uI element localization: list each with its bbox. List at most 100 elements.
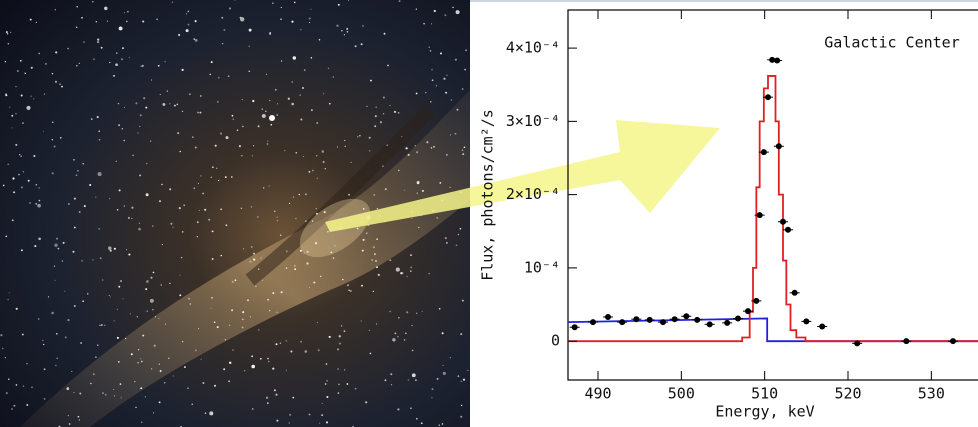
star (321, 414, 323, 416)
star (31, 386, 33, 388)
star (153, 412, 154, 413)
star (251, 365, 255, 369)
star (54, 265, 55, 266)
star (97, 39, 99, 41)
star (258, 125, 260, 127)
star (294, 265, 296, 267)
star (366, 232, 368, 234)
star (52, 172, 54, 174)
star (223, 368, 225, 370)
star (117, 337, 119, 339)
star (280, 19, 281, 20)
star (309, 287, 310, 288)
star (80, 342, 82, 344)
star (71, 371, 72, 372)
star (55, 280, 56, 281)
star (299, 94, 301, 96)
star (346, 28, 348, 30)
star (272, 2, 274, 4)
star (311, 109, 313, 111)
star (195, 39, 198, 42)
star (96, 21, 97, 22)
star (137, 132, 138, 133)
star (44, 94, 45, 95)
star (450, 134, 451, 135)
star (253, 253, 255, 255)
star (446, 75, 447, 76)
star (38, 53, 40, 55)
star (121, 58, 123, 60)
star (232, 115, 234, 117)
star (33, 98, 34, 99)
star (0, 334, 2, 336)
y-tick-label: 4×10⁻⁴ (506, 39, 560, 57)
star (336, 25, 338, 27)
star (316, 208, 317, 209)
star (137, 362, 138, 363)
star (195, 20, 197, 22)
star (305, 193, 307, 195)
star (128, 253, 130, 255)
star (326, 380, 328, 382)
star (52, 122, 53, 123)
star (183, 204, 185, 206)
star (231, 176, 233, 178)
star (323, 93, 324, 94)
star (131, 353, 133, 355)
star (6, 392, 8, 394)
star (73, 392, 74, 393)
star (131, 207, 133, 209)
star (303, 156, 304, 157)
star (317, 322, 318, 323)
star (16, 308, 18, 310)
data-point (735, 315, 741, 321)
star (204, 209, 206, 211)
star (225, 224, 227, 226)
star (387, 65, 389, 67)
star (201, 359, 202, 360)
star (173, 375, 174, 376)
star (5, 93, 7, 95)
star (97, 344, 98, 345)
star (79, 211, 81, 213)
star (266, 74, 267, 75)
star (122, 128, 123, 129)
star (429, 273, 430, 274)
star (295, 218, 296, 219)
star (383, 97, 385, 99)
star (102, 392, 104, 394)
star (38, 237, 41, 240)
star (280, 235, 281, 236)
star (269, 185, 270, 186)
star (305, 220, 307, 222)
star (35, 203, 37, 205)
star (275, 394, 277, 396)
star (29, 202, 30, 203)
star (316, 155, 317, 156)
star (98, 172, 102, 176)
star (100, 257, 102, 259)
star (98, 130, 100, 132)
star (347, 383, 349, 385)
y-tick-label: 0 (551, 332, 560, 350)
star (74, 305, 76, 307)
star (44, 368, 46, 370)
star (322, 150, 325, 153)
star (267, 358, 269, 360)
star (294, 268, 296, 270)
star (23, 385, 24, 386)
star (101, 47, 103, 49)
star (34, 245, 36, 247)
star (380, 121, 382, 123)
star (119, 26, 123, 30)
star (392, 338, 395, 341)
star (374, 253, 376, 255)
star (124, 107, 125, 108)
star (222, 43, 223, 44)
star (3, 185, 5, 187)
star (324, 211, 326, 213)
star (306, 262, 308, 264)
star (281, 60, 282, 61)
star (284, 150, 285, 151)
star (344, 34, 345, 35)
